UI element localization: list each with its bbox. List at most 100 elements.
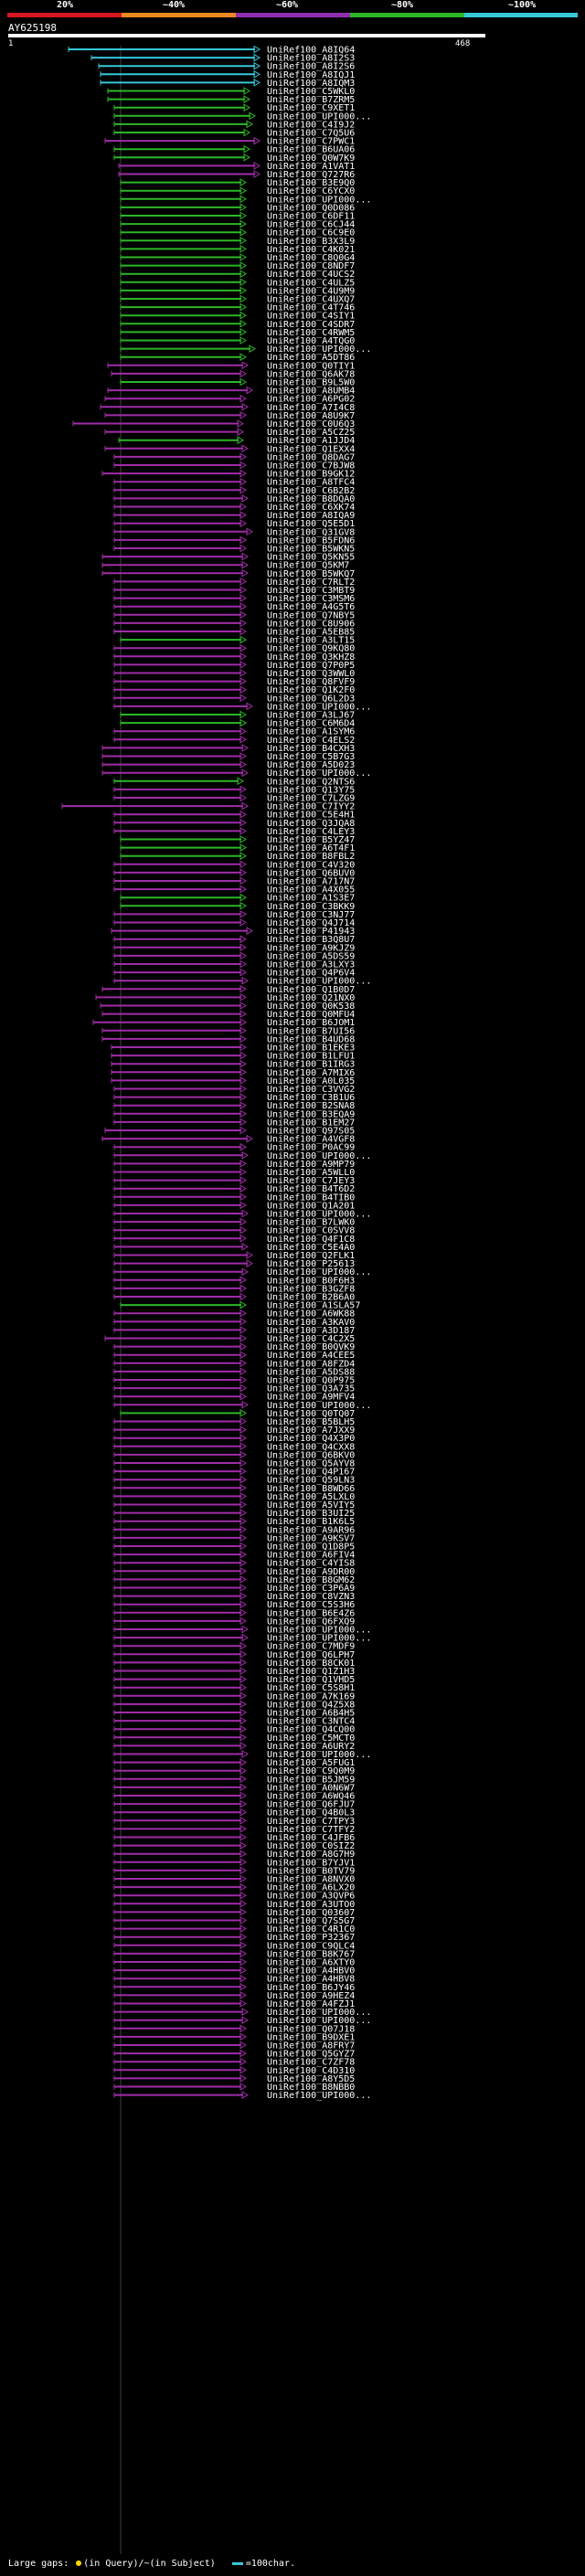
hit-row[interactable]: UniRef100_A717N7 xyxy=(113,877,355,887)
hit-row[interactable]: UniRef100_C4U9M9 xyxy=(120,286,355,296)
hit-row[interactable]: UniRef100_C4RWM5 xyxy=(120,328,355,338)
hit-row[interactable]: UniRef100_A3LT15 xyxy=(120,636,355,646)
hit-row[interactable]: UniRef100_A8FZD4 xyxy=(113,1359,355,1369)
hit-row[interactable]: UniRef100_B1K6L5 xyxy=(113,1517,355,1527)
hit-row[interactable]: UniRef100_A6URY2 xyxy=(113,1742,355,1752)
hit-row[interactable]: UniRef100_Q21NX0 xyxy=(95,993,355,1003)
hit-row[interactable]: UniRef100_UPI000... xyxy=(113,1634,371,1644)
hit-row[interactable]: UniRef100_A5DS88 xyxy=(113,1367,355,1377)
hit-row[interactable]: UniRef100_C7LZG9 xyxy=(113,794,355,804)
hit-row[interactable]: UniRef100_A9KSV7 xyxy=(113,1533,355,1543)
hit-row[interactable]: UniRef100_C3MBT9 xyxy=(113,586,355,596)
hit-row[interactable]: UniRef100_A5FUG1 xyxy=(113,1758,355,1768)
hit-row[interactable]: UniRef100_A9AR96 xyxy=(113,1525,355,1535)
hit-row[interactable]: UniRef100_C3MSM6 xyxy=(113,594,355,604)
hit-row[interactable]: UniRef100_Q0K538 xyxy=(100,1002,355,1012)
hit-row[interactable]: UniRef100_C4D310 xyxy=(113,2066,355,2076)
hit-row[interactable]: UniRef100_C6YCX0 xyxy=(120,186,355,196)
hit-row[interactable]: UniRef100_P0AC99 xyxy=(113,1143,355,1153)
hit-row[interactable]: UniRef100_UPI000... xyxy=(113,111,371,122)
hit-row[interactable]: UniRef100_A6B4H5 xyxy=(113,1709,355,1719)
hit-row[interactable]: UniRef100_UPI000... xyxy=(120,345,371,355)
hit-row[interactable]: UniRef100_A8I2S3 xyxy=(90,54,355,64)
hit-row[interactable]: UniRef100_Q4CQ00 xyxy=(113,1725,355,1735)
hit-row[interactable]: UniRef100_A5EB85 xyxy=(113,628,355,638)
hit-row[interactable]: UniRef100_A8UMB4 xyxy=(107,387,355,397)
hit-row[interactable]: UniRef100_A5D023 xyxy=(101,760,355,770)
hit-row[interactable]: UniRef100_B0F6H3 xyxy=(113,1276,355,1286)
hit-row[interactable]: UniRef100_A9KJZ9 xyxy=(113,943,355,953)
hit-row[interactable]: UniRef100_B7LWK0 xyxy=(113,1218,355,1228)
hit-row[interactable]: UniRef100_A6LX20 xyxy=(113,1883,355,1893)
hit-row[interactable]: UniRef100_B7ZRM5 xyxy=(107,95,355,105)
hit-row[interactable]: UniRef100_C4SDR7 xyxy=(120,320,355,330)
hit-row[interactable]: UniRef100_B8K767 xyxy=(113,1949,355,1959)
hit-row[interactable]: UniRef100_UPI000... xyxy=(113,977,371,987)
hit-row[interactable]: UniRef100_B4TIB0 xyxy=(113,1193,355,1203)
hit-row[interactable]: UniRef100_B8FBL2 xyxy=(120,852,355,862)
hit-row[interactable]: UniRef100_P25613 xyxy=(113,1259,355,1269)
hit-row[interactable]: UniRef100_C3BKK9 xyxy=(120,902,355,912)
hit-row[interactable]: UniRef100_A7JXX9 xyxy=(113,1426,355,1436)
hit-row[interactable]: UniRef100_B4CXH3 xyxy=(101,744,355,754)
hit-row[interactable]: UniRef100_Q9KQ80 xyxy=(113,644,355,654)
hit-row[interactable]: UniRef100_A1SLA57 xyxy=(120,1301,360,1311)
hit-row[interactable]: UniRef100_A6FIV4 xyxy=(113,1551,355,1561)
hit-row[interactable]: UniRef100_B5WKQ7 xyxy=(101,569,355,579)
hit-row[interactable]: UniRef100_Q3JQA8 xyxy=(113,819,355,829)
hit-row[interactable]: UniRef100_A1SYM6 xyxy=(113,727,355,737)
hit-row[interactable]: UniRef100_B3Q8U7 xyxy=(113,935,355,945)
hit-row[interactable]: UniRef100_Q4P167 xyxy=(113,1468,355,1478)
hit-row[interactable]: UniRef100_Q03607 xyxy=(113,1908,355,1918)
hit-row[interactable]: UniRef100_B8NBB0 xyxy=(113,2083,355,2093)
hit-row[interactable]: UniRef100_UPI000... xyxy=(113,2008,371,2018)
hit-row[interactable]: UniRef100_UPI000... xyxy=(113,702,371,712)
hit-row[interactable]: UniRef100_C5S8H1 xyxy=(113,1683,355,1693)
hit-row[interactable]: UniRef100_UPI000... xyxy=(113,2016,371,2026)
hit-row[interactable]: UniRef100_C4UXQ7 xyxy=(120,295,355,305)
hit-row[interactable]: UniRef100_Q6BUV0 xyxy=(113,868,355,878)
hit-row[interactable]: UniRef100_C6C9E0 xyxy=(120,228,355,239)
hit-row[interactable]: UniRef100_B0QVK9 xyxy=(113,1342,355,1352)
hit-row[interactable]: UniRef100_UPI000... xyxy=(113,1750,371,1760)
hit-row[interactable]: UniRef100_Q13Y75 xyxy=(113,785,355,795)
hit-row[interactable]: UniRef100_C7BJW8 xyxy=(113,461,355,472)
hit-row[interactable]: UniRef100_C3NTC4 xyxy=(113,1717,355,1727)
hit-row[interactable]: UniRef100_Q4P6V4 xyxy=(113,969,355,979)
hit-row[interactable]: UniRef100_A3LXY3 xyxy=(113,960,355,970)
hit-row[interactable]: UniRef100_C5B7G3 xyxy=(101,752,355,762)
hit-row[interactable]: UniRef100_Q0D086 xyxy=(120,203,355,213)
hit-row[interactable]: UniRef100_C3NJ77 xyxy=(113,910,355,920)
hit-row[interactable]: UniRef100_Q4J714 xyxy=(113,918,355,928)
hit-row[interactable]: UniRef100_C4V320 xyxy=(113,860,355,870)
hit-row[interactable]: UniRef100_C9QLC4 xyxy=(113,1941,355,1951)
hit-row[interactable]: UniRef100_P41943 xyxy=(111,927,355,937)
hit-row[interactable]: UniRef100_C7MDF9 xyxy=(113,1642,355,1652)
hit-row[interactable]: UniRef100_C7JEY3 xyxy=(113,1176,355,1186)
hit-row[interactable]: UniRef100_A3KAV0 xyxy=(113,1318,355,1328)
hit-row[interactable]: UniRef100_Q1Z1H3 xyxy=(113,1667,355,1677)
hit-row[interactable]: UniRef100_Q5KN55 xyxy=(101,553,355,563)
hit-row[interactable]: UniRef100_A7K169 xyxy=(113,1691,355,1701)
hit-row[interactable]: UniRef100_Q5KM7 xyxy=(101,561,349,571)
hit-row[interactable]: UniRef100_C4C2X5 xyxy=(104,1334,355,1344)
hit-row[interactable]: UniRef100_UPI000... xyxy=(113,1401,371,1411)
hit-row[interactable]: UniRef100_Q1EXX4 xyxy=(104,444,355,454)
hit-row[interactable]: UniRef100_B1EKE3 xyxy=(111,1044,355,1054)
hit-row[interactable]: UniRef100_Q5GYZ7 xyxy=(113,2050,355,2060)
hit-row[interactable]: UniRef100_Q0TIY1 xyxy=(107,361,355,371)
hit-row[interactable]: UniRef100_Q7NBY5 xyxy=(113,610,355,620)
hit-row[interactable]: UniRef100_C5E4H1 xyxy=(113,811,355,821)
hit-row[interactable]: UniRef100_C4T746 xyxy=(120,303,355,313)
hit-row[interactable]: UniRef100_A3QVP6 xyxy=(113,1892,355,1902)
hit-row[interactable]: UniRef100_C7TFY2 xyxy=(113,1825,355,1835)
hit-row[interactable]: UniRef100_C7ZF78 xyxy=(113,2058,355,2068)
hit-row[interactable]: UniRef100_Q1K2F0 xyxy=(113,685,355,695)
hit-row[interactable]: UniRef100_A3D187 xyxy=(113,1326,355,1336)
hit-row[interactable]: UniRef100_A8IQM3 xyxy=(100,79,355,89)
hit-row[interactable]: UniRef100_A8TFC4 xyxy=(113,478,355,488)
hit-row[interactable]: UniRef100_Q7P0P5 xyxy=(113,661,355,671)
hit-row[interactable]: UniRef100_UPI000... xyxy=(113,1626,371,1636)
hit-row[interactable]: UniRef100_B8CK01 xyxy=(113,1659,355,1669)
hit-row[interactable]: UniRef100_C9XET1 xyxy=(113,103,355,113)
